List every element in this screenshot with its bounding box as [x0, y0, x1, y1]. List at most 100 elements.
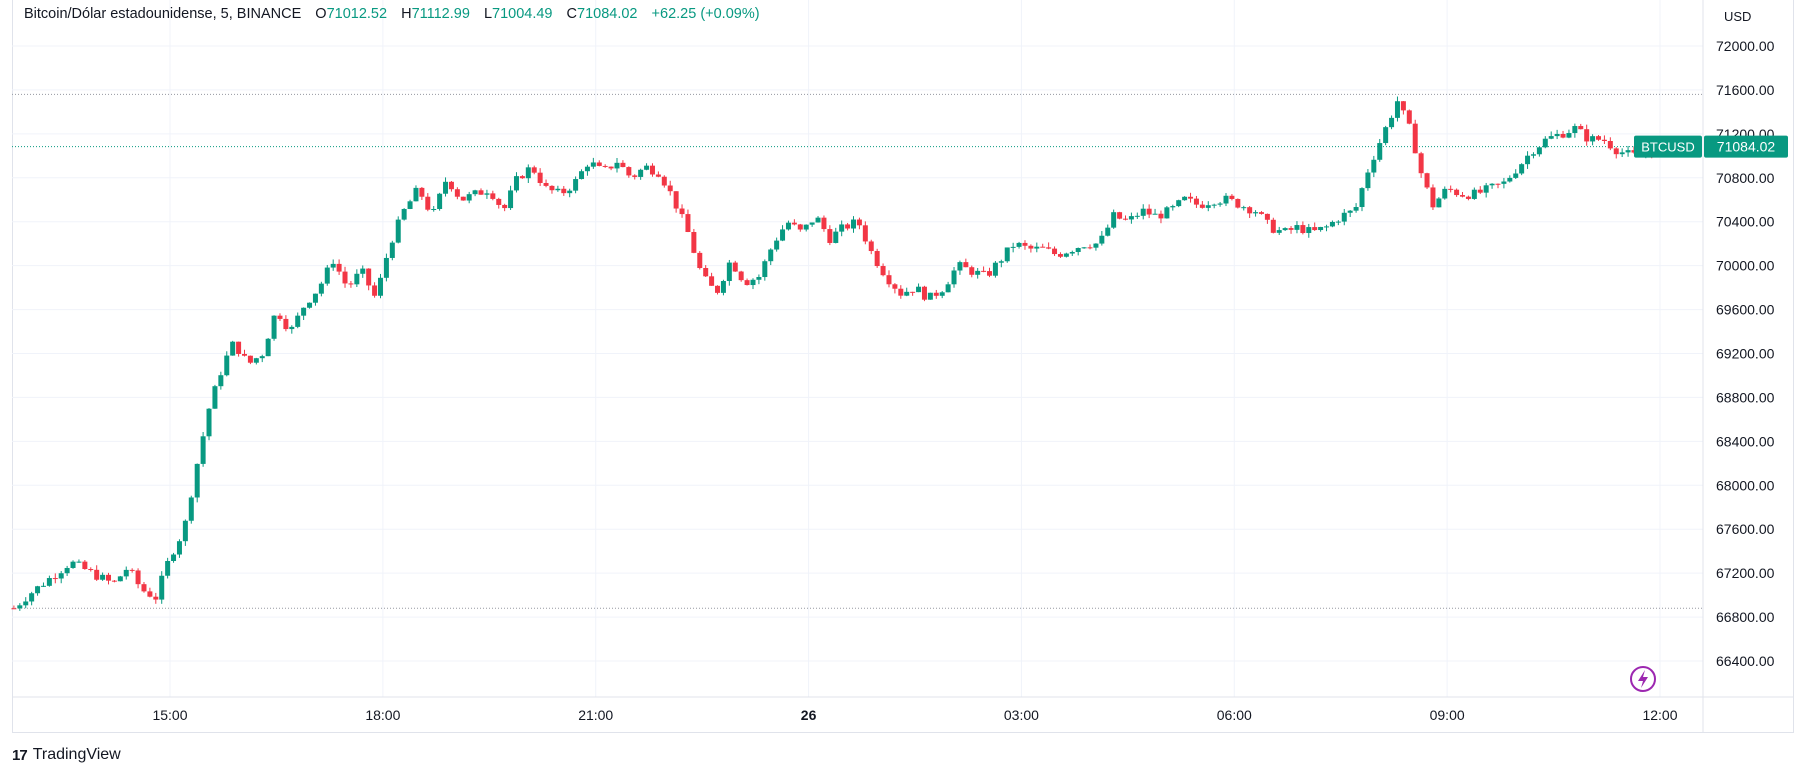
candle-body	[614, 162, 620, 169]
candle-body	[277, 315, 283, 319]
candle-body	[153, 596, 159, 600]
candle-body	[1182, 196, 1188, 201]
candle-body	[691, 232, 697, 253]
candle-body	[242, 353, 247, 356]
candle-body	[1063, 253, 1069, 257]
time-tick-label: 09:00	[1430, 707, 1465, 723]
candle-body	[1383, 127, 1389, 144]
candle-body	[1282, 228, 1288, 231]
candle-body	[567, 190, 573, 194]
candle-body	[1631, 150, 1637, 153]
candle-body	[644, 165, 650, 170]
candle-body	[342, 271, 348, 284]
candle-body	[1099, 235, 1105, 244]
time-axis[interactable]: 15:00 18:00 21:00 26 03:00 06:00 09:00 12:00	[152, 707, 1677, 723]
candle-body	[271, 315, 277, 339]
low-value: 71004.49	[492, 6, 553, 22]
candle-body	[1353, 207, 1359, 211]
candle-body	[1341, 212, 1347, 222]
candle-body	[555, 188, 561, 191]
candle-body	[673, 191, 679, 209]
candle-body	[561, 188, 567, 194]
candle-body	[354, 273, 360, 285]
bolt-icon[interactable]	[1630, 666, 1656, 692]
price-tick-label: 67200.00	[1716, 565, 1775, 581]
candle-body	[1199, 204, 1205, 208]
candle-body	[1460, 195, 1466, 197]
candle-body	[431, 208, 437, 210]
last-price-tag-label: 71084.02	[1717, 139, 1776, 155]
candle-body	[1371, 159, 1377, 173]
candle-body	[159, 575, 165, 600]
candle-body	[171, 554, 177, 561]
open-value: 71012.52	[326, 6, 388, 22]
candle-body	[1495, 183, 1501, 185]
candle-body	[407, 201, 413, 209]
candle-body	[1294, 225, 1300, 230]
candle-body	[94, 569, 100, 580]
candle-body	[129, 569, 135, 571]
candle-body	[188, 497, 194, 521]
candle-body	[1087, 247, 1093, 249]
candle-body	[301, 307, 307, 316]
candle-body	[685, 214, 691, 233]
candle-body	[265, 338, 271, 357]
candle-body	[1566, 133, 1572, 138]
candle-body	[720, 281, 726, 293]
candle-body	[1365, 172, 1371, 189]
price-tick-label: 68800.00	[1716, 389, 1775, 405]
candle-body	[224, 355, 230, 376]
candle-body	[1424, 173, 1430, 188]
candle-body	[1513, 173, 1519, 178]
low-label: L	[483, 6, 493, 22]
candle-body	[283, 318, 289, 330]
candle-body	[117, 576, 123, 582]
candle-body	[1442, 188, 1448, 199]
candle-body	[1093, 243, 1099, 248]
tradingview-logo-text: TradingView	[32, 746, 121, 763]
candle-body	[774, 240, 780, 250]
candle-body	[17, 605, 23, 609]
candle-body	[1318, 226, 1324, 231]
tradingview-logo[interactable]: 17 TradingView	[12, 746, 121, 764]
candle-body	[1572, 126, 1578, 134]
candle-body	[963, 262, 969, 268]
time-tick-label: 12:00	[1642, 707, 1677, 723]
candle-body	[1389, 117, 1395, 128]
candle-body	[1578, 126, 1584, 130]
price-tick-label: 66400.00	[1716, 653, 1775, 669]
candle-body	[839, 224, 845, 232]
candle-body	[768, 249, 774, 262]
price-tick-label: 71600.00	[1716, 82, 1775, 98]
candle-body	[679, 208, 685, 215]
candle-body	[1324, 226, 1330, 228]
candle-body	[1590, 136, 1596, 142]
last-price-tag	[1704, 135, 1788, 158]
currency-button[interactable]: USD	[1724, 9, 1752, 24]
candle-body	[111, 580, 117, 582]
price-axis[interactable]: 66400.00 66800.00 67200.00 67600.00 68000.00…	[1716, 38, 1775, 669]
symbol-title[interactable]: Bitcoin/Dólar estadounidense, 5, BINANCE	[24, 6, 302, 22]
candle-body	[1128, 216, 1134, 220]
candle-body	[324, 267, 330, 284]
candle-body	[454, 189, 460, 197]
candle-body	[573, 179, 579, 191]
candle-body	[1412, 123, 1418, 154]
candle-body	[833, 231, 839, 243]
candle-body	[762, 261, 768, 278]
candle-body	[1105, 227, 1111, 236]
candle-body	[165, 560, 171, 576]
candle-body	[29, 593, 35, 602]
candle-body	[549, 185, 555, 191]
candle-body	[1264, 213, 1270, 220]
time-tick-label: 06:00	[1217, 707, 1252, 723]
candle-body	[815, 217, 821, 223]
candle-body	[1554, 133, 1560, 137]
candle-body	[1040, 246, 1046, 248]
candle-body	[490, 193, 496, 199]
high-label: H	[401, 6, 412, 22]
candle-body	[247, 355, 253, 363]
candle-body	[141, 584, 147, 592]
candle-body	[998, 261, 1004, 263]
